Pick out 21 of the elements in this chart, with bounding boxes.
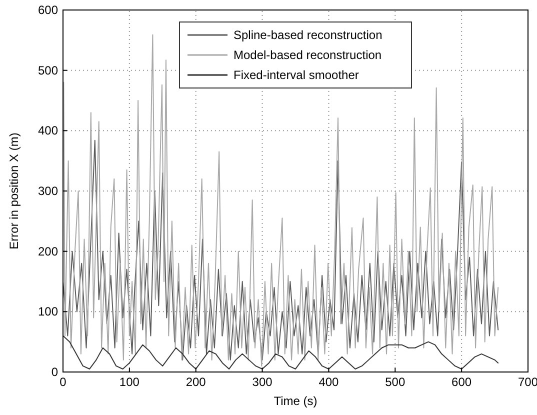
y-tick-label: 600 — [38, 3, 58, 17]
x-tick-label: 300 — [252, 375, 273, 389]
line-series — [62, 140, 499, 360]
y-tick-label: 400 — [38, 124, 58, 138]
y-tick-label: 500 — [38, 63, 58, 78]
x-tick-label: 100 — [119, 375, 140, 389]
line-series — [62, 335, 499, 370]
y-tick-label: 300 — [38, 184, 58, 198]
x-axis-title: Time (s) — [274, 394, 318, 408]
legend-label: Fixed-interval smoother — [234, 68, 359, 82]
x-tick-label: 400 — [318, 375, 340, 389]
x-tick-label: 200 — [186, 375, 206, 389]
x-tick-label: 500 — [385, 375, 406, 389]
legend-label: Model-based reconstruction — [234, 48, 382, 62]
legend-label: Spline-based reconstruction — [234, 28, 382, 42]
x-tick-label: 600 — [452, 375, 472, 389]
y-axis-title: Error in position X (m) — [7, 132, 21, 250]
y-tick-label: 200 — [38, 244, 58, 258]
y-tick-label: 0 — [51, 365, 58, 379]
y-tick-label: 100 — [38, 304, 58, 319]
x-tick-label: 0 — [60, 375, 67, 389]
